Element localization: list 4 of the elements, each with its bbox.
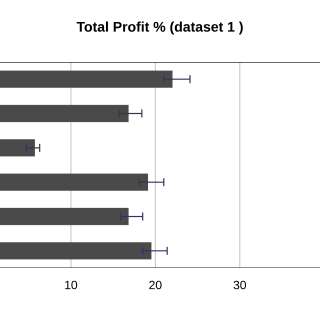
x-tick-label: 30 <box>234 280 246 290</box>
x-tick-label: 10 <box>65 280 78 290</box>
chart-title: Total Profit % (dataset 1 ) <box>76 21 243 35</box>
x-tick-label: 20 <box>149 280 162 290</box>
